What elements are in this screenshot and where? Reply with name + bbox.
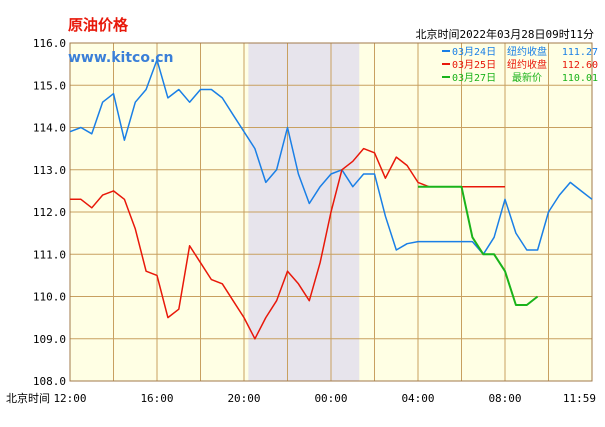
legend-item-march25: 03月25日 纽约收盘 112.60: [442, 58, 598, 71]
x-tick-label: 16:00: [140, 392, 173, 405]
legend-item-march27: 03月27日 最新价 110.01: [442, 71, 598, 84]
legend: 03月24日 纽约收盘 111.27 03月25日 纽约收盘 112.60 03…: [442, 45, 598, 84]
y-tick-label: 109.0: [33, 333, 66, 346]
x-tick-label: 20:00: [227, 392, 260, 405]
legend-item-march24: 03月24日 纽约收盘 111.27: [442, 45, 598, 58]
timestamp-text: 北京时间2022年03月28日09时11分: [416, 27, 594, 41]
legend-value-march24: 111.27: [562, 47, 598, 58]
series-lines: [69, 59, 593, 340]
legend-label-march25: 纽约收盘: [507, 58, 547, 71]
y-tick-label: 116.0: [33, 37, 66, 50]
legend-date-march24: 03月24日: [452, 46, 496, 58]
series-line-2: [70, 147, 505, 340]
y-tick-label: 110.0: [33, 291, 66, 304]
x-tick-label: 00:00: [314, 392, 347, 405]
chart-title: 原油价格: [68, 16, 129, 34]
y-tick-label: 115.0: [33, 79, 66, 92]
series-line-3: [418, 185, 539, 306]
x-axis: 12:00 16:00 20:00 00:00 04:00 08:00 11:59: [53, 392, 596, 405]
x-tick-label: 12:00: [53, 392, 86, 405]
y-tick-label: 111.0: [33, 248, 66, 261]
legend-label-march24: 纽约收盘: [507, 45, 547, 58]
y-tick-label: 108.0: [33, 375, 66, 388]
x-tick-label: 11:59: [563, 392, 596, 405]
y-tick-label: 113.0: [33, 164, 66, 177]
plot-frame: [69, 42, 593, 382]
x-axis-label: 北京时间: [6, 391, 50, 405]
x-tick-label: 04:00: [401, 392, 434, 405]
y-tick-label: 112.0: [33, 206, 66, 219]
legend-value-march27: 110.01: [562, 73, 598, 84]
x-tick-label: 08:00: [488, 392, 521, 405]
watermark-text[interactable]: www.kitco.cn: [68, 50, 174, 66]
series-line-1: [69, 59, 593, 256]
legend-date-march27: 03月27日: [452, 72, 496, 84]
legend-label-march27: 最新价: [512, 71, 542, 84]
y-tick-label: 114.0: [33, 122, 66, 135]
legend-value-march25: 112.60: [562, 60, 598, 71]
legend-date-march25: 03月25日: [452, 59, 496, 71]
y-axis: 116.0 115.0 114.0 113.0 112.0 111.0 110.0 109.0…: [33, 37, 66, 388]
